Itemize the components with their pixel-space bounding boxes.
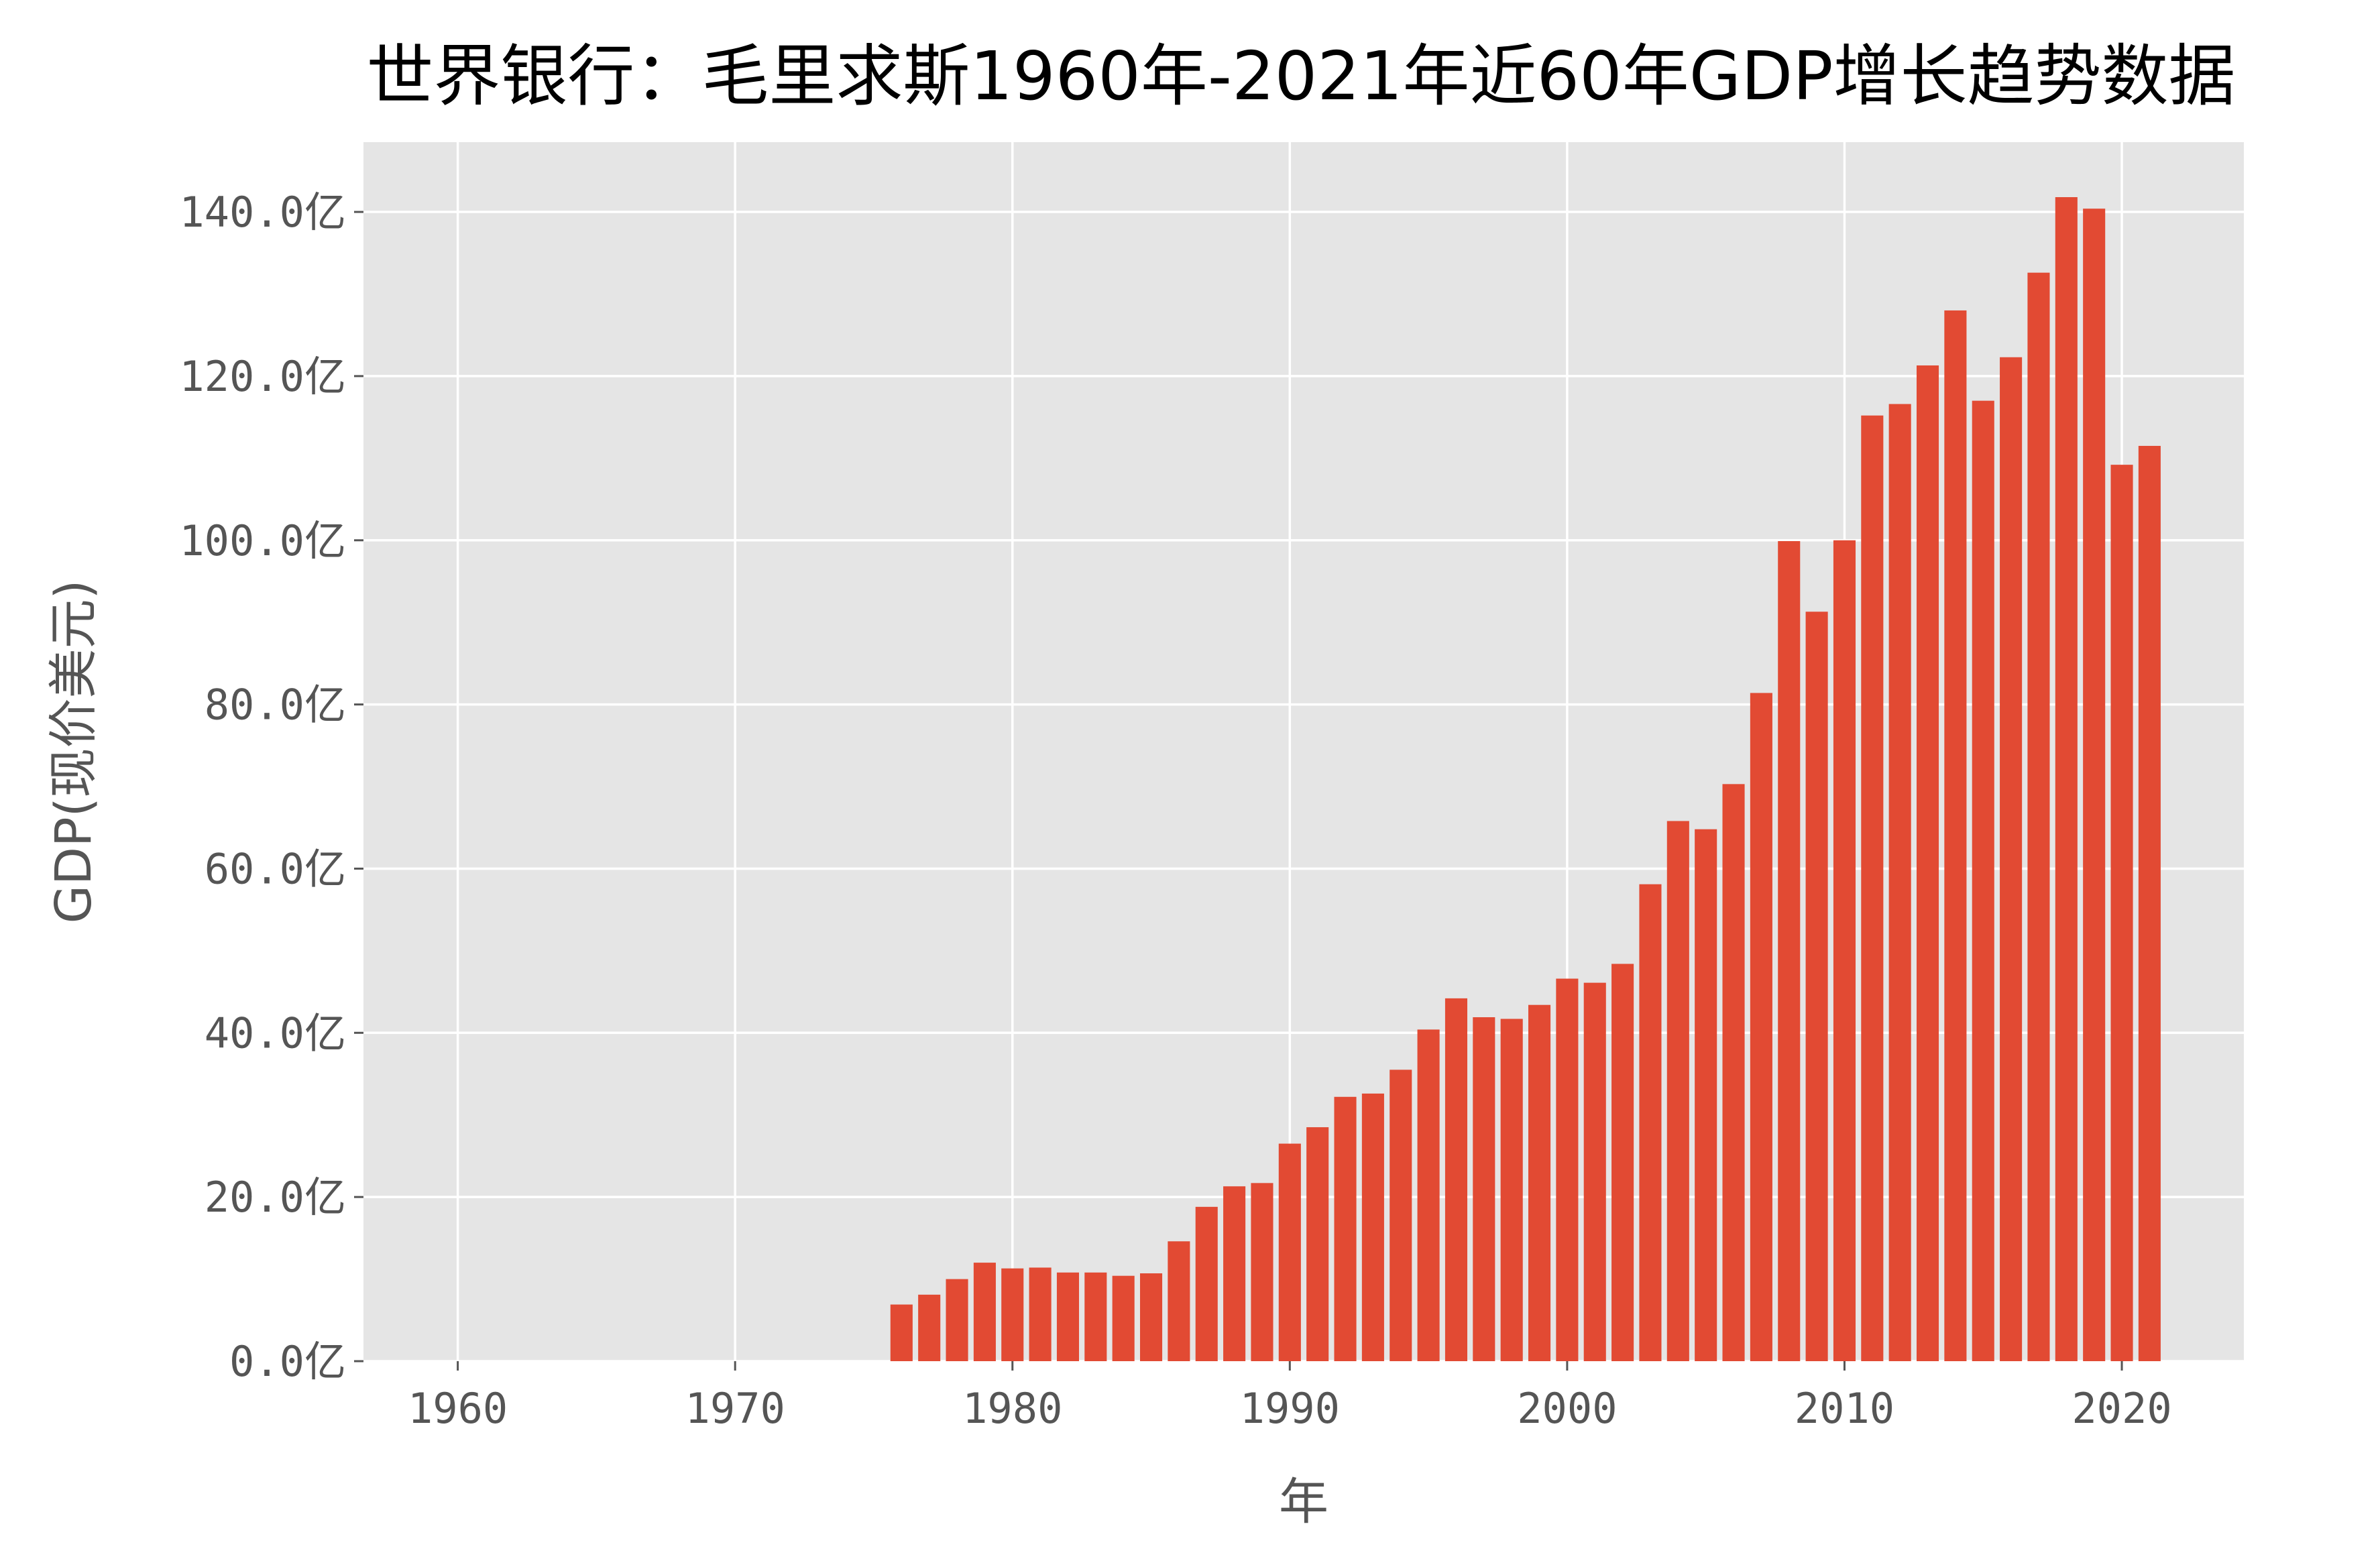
bar-2000 — [1556, 978, 1579, 1361]
x-axis-label: 年 — [1279, 1473, 1328, 1531]
bar-1993 — [1361, 1093, 1384, 1361]
bar-2018 — [2055, 197, 2078, 1362]
bar-2017 — [2027, 272, 2050, 1361]
axis-ticks: 0.0亿 20.0亿 40.0亿 60.0亿 80.0亿 100.0亿 120.0亿 140.… — [179, 188, 2171, 1433]
bar-2011 — [1861, 415, 1884, 1361]
bar-1999 — [1528, 1004, 1551, 1361]
y-tick-label: 40.0亿 — [205, 1008, 346, 1057]
bar-2016 — [2000, 357, 2023, 1362]
bar-2021 — [2138, 445, 2161, 1361]
bar-1976 — [890, 1304, 913, 1361]
bar-1984 — [1112, 1275, 1135, 1361]
bar-2014 — [1944, 310, 1967, 1361]
bar-2004 — [1666, 821, 1689, 1361]
bar-2012 — [1888, 404, 1911, 1361]
bar-1981 — [1029, 1267, 1052, 1361]
chart-title: 世界银行：毛里求斯1960年-2021年近60年GDP增长趋势数据 — [366, 37, 2235, 115]
bar-2010 — [1833, 540, 1856, 1361]
bar-1985 — [1139, 1273, 1163, 1361]
y-tick-label: 140.0亿 — [179, 188, 346, 237]
bar-1979 — [973, 1263, 996, 1361]
bar-2020 — [2110, 465, 2133, 1362]
x-tick-label: 1970 — [685, 1384, 785, 1433]
bar-1989 — [1251, 1183, 1273, 1361]
bar-2005 — [1695, 829, 1717, 1361]
bar-1987 — [1195, 1206, 1218, 1361]
bar-1988 — [1223, 1186, 1246, 1361]
bar-1977 — [918, 1294, 941, 1361]
x-tick-label: 2000 — [1517, 1384, 1617, 1433]
bar-1978 — [946, 1279, 968, 1361]
x-tick-label: 1980 — [962, 1384, 1062, 1433]
bar-2013 — [1916, 365, 1939, 1362]
x-tick-label: 2010 — [1795, 1384, 1894, 1433]
bar-2019 — [2083, 209, 2106, 1362]
x-tick-label: 1990 — [1240, 1384, 1340, 1433]
bar-2002 — [1611, 964, 1634, 1361]
bar-2009 — [1805, 612, 1828, 1362]
bar-2007 — [1750, 693, 1772, 1361]
y-tick-label: 120.0亿 — [179, 352, 346, 401]
y-tick-label: 80.0亿 — [205, 681, 346, 730]
bar-1990 — [1278, 1143, 1301, 1361]
bar-1994 — [1390, 1069, 1412, 1361]
bar-1996 — [1444, 998, 1468, 1361]
bar-1983 — [1084, 1272, 1107, 1361]
bar-1991 — [1306, 1127, 1329, 1361]
bar-1998 — [1500, 1019, 1523, 1361]
bar-1992 — [1334, 1096, 1357, 1361]
y-tick-label: 0.0亿 — [229, 1337, 346, 1386]
bar-2008 — [1778, 540, 1801, 1361]
bar-2015 — [1972, 400, 1994, 1361]
y-axis-label: GDP(现价美元) — [45, 580, 103, 924]
y-tick-label: 20.0亿 — [205, 1173, 346, 1222]
bar-1980 — [1001, 1268, 1024, 1361]
bar-2003 — [1639, 884, 1662, 1361]
y-tick-label: 60.0亿 — [205, 844, 346, 893]
bar-1982 — [1056, 1272, 1080, 1361]
bar-2001 — [1583, 982, 1606, 1361]
bar-2006 — [1722, 784, 1745, 1361]
x-tick-label: 1960 — [408, 1384, 508, 1433]
bar-1995 — [1417, 1029, 1440, 1361]
bars — [890, 197, 2161, 1362]
x-tick-label: 2020 — [2072, 1384, 2171, 1433]
y-tick-label: 100.0亿 — [179, 516, 346, 565]
bar-1997 — [1473, 1017, 1495, 1361]
bar-1986 — [1168, 1241, 1190, 1361]
